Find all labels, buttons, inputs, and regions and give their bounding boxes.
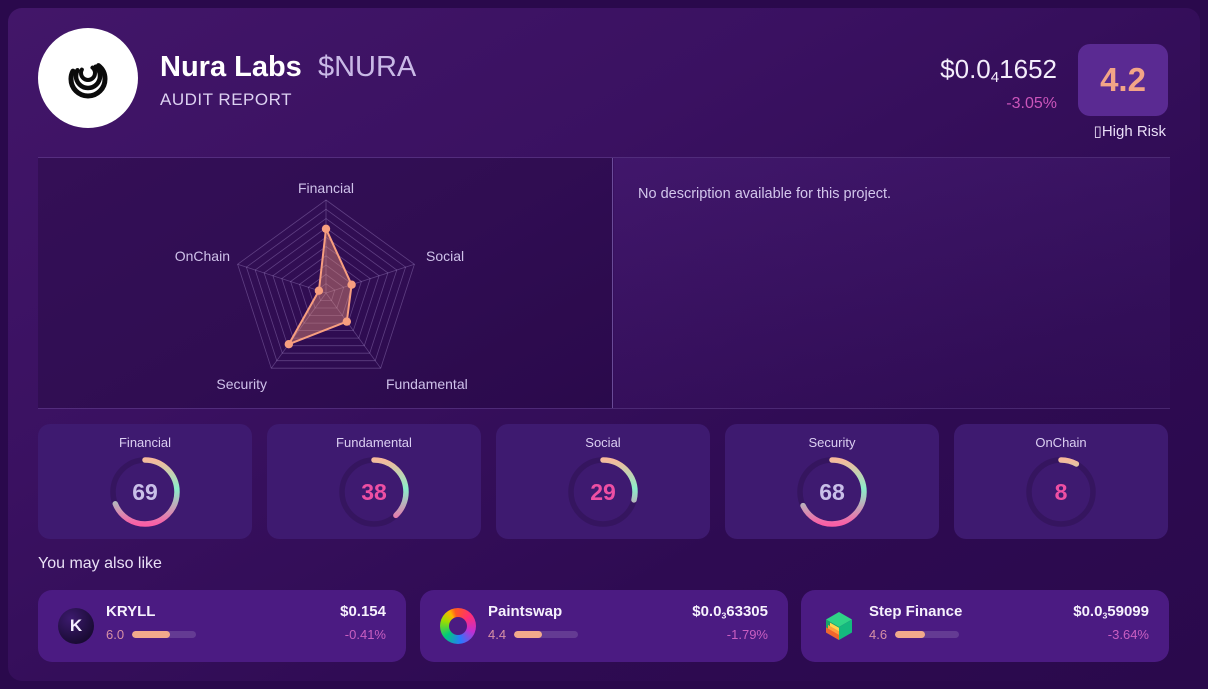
gauge-card-security: Security 68 xyxy=(725,424,939,539)
radar-axis-fundamental: Fundamental xyxy=(386,376,468,392)
price-block: $0.041652 -3.05% xyxy=(940,54,1057,113)
coin-change: -3.64% xyxy=(1107,627,1149,643)
project-logo-icon xyxy=(38,28,138,128)
risk-glyph-icon: ▯ xyxy=(1093,123,1102,140)
coin-rating: 4.6 xyxy=(869,627,962,642)
suggestion-card-paintswap[interactable]: Paintswap 4.4 $0.0363305 -1.79% xyxy=(420,590,788,662)
title-block: Nura Labs $NURA AUDIT REPORT xyxy=(160,50,416,110)
suggestion-card-kryll[interactable]: K KRYLL 6.0 $0.154 -0.41% xyxy=(38,590,406,662)
project-name: Nura Labs xyxy=(160,51,302,83)
report-subtitle: AUDIT REPORT xyxy=(160,90,292,109)
rating-bar xyxy=(514,631,579,638)
description-panel: No description available for this projec… xyxy=(614,158,1170,408)
radar-chart-panel: Financial Social Fundamental Security On… xyxy=(38,158,613,408)
gauge-value: 29 xyxy=(590,478,616,505)
project-ticker-text: $NURA xyxy=(317,51,417,83)
radar-axis-onchain: OnChain xyxy=(175,248,230,264)
coin-price: $0.0363305 xyxy=(692,603,768,621)
gauge-dial: 8 xyxy=(1023,454,1099,530)
gauge-value: 68 xyxy=(819,478,845,505)
coin-name: Step Finance xyxy=(869,603,963,620)
audit-score-badge: 4.2 xyxy=(1078,44,1168,116)
audit-score-value: 4.2 xyxy=(1100,61,1146,98)
radar-axis-security: Security xyxy=(216,376,267,392)
step-finance-logo-icon xyxy=(821,608,857,644)
risk-label-text: High Risk xyxy=(1101,123,1166,140)
gauge-value: 69 xyxy=(132,478,158,505)
gauge-dial: 38 xyxy=(336,454,412,530)
price-change: -3.05% xyxy=(1006,95,1057,113)
coin-rating: 6.0 xyxy=(106,627,197,642)
coin-rating: 4.4 xyxy=(488,627,579,642)
gauge-dial: 69 xyxy=(107,454,183,530)
coin-name: Paintswap xyxy=(488,603,563,620)
gauge-card-financial: Financial 69 xyxy=(38,424,252,539)
description-text: No description available for this projec… xyxy=(638,186,892,202)
paintswap-logo-icon xyxy=(440,608,476,644)
page-title: Nura Labs $NURA xyxy=(160,50,416,84)
gauge-value: 8 xyxy=(1054,478,1068,505)
suggestions-heading: You may also like xyxy=(38,555,162,572)
suggestion-card-step-finance[interactable]: Step Finance 4.6 $0.0359099 -3.64% xyxy=(801,590,1169,662)
coin-price: $0.0359099 xyxy=(1073,603,1149,621)
project-ticker xyxy=(310,51,318,83)
rating-bar xyxy=(895,631,960,638)
gauge-dial: 68 xyxy=(794,454,870,530)
gauge-title: Social xyxy=(585,435,621,450)
gauge-card-onchain: OnChain 8 xyxy=(954,424,1168,539)
coin-change: -1.79% xyxy=(726,627,768,643)
radar-axis-financial: Financial xyxy=(298,180,354,196)
kryll-logo-icon: K xyxy=(58,608,94,644)
coin-name: KRYLL xyxy=(106,603,156,620)
rating-bar xyxy=(132,631,197,638)
gauge-title: Security xyxy=(808,435,856,450)
gauge-title: Fundamental xyxy=(336,435,412,450)
divider-bottom xyxy=(38,408,1170,409)
coin-price: $0.154 xyxy=(340,603,386,620)
coin-change: -0.41% xyxy=(344,627,386,643)
divider-top xyxy=(38,157,1170,158)
radar-axis-social: Social xyxy=(426,248,464,264)
gauge-dial: 29 xyxy=(565,454,641,530)
rating-value: 6.0 xyxy=(106,627,125,642)
gauge-card-social: Social 29 xyxy=(496,424,710,539)
radar-chart: Financial Social Fundamental Security On… xyxy=(175,180,468,392)
audit-report-card: Nura Labs $NURA AUDIT REPORT $0.041652 -… xyxy=(8,8,1200,681)
rating-value: 4.6 xyxy=(869,627,888,642)
risk-label: ▯High Risk xyxy=(1094,122,1166,140)
token-price: $0.041652 xyxy=(940,54,1057,87)
rating-value: 4.4 xyxy=(488,627,507,642)
gauge-title: Financial xyxy=(118,435,172,450)
gauge-card-fundamental: Fundamental 38 xyxy=(267,424,481,539)
gauge-value: 38 xyxy=(361,478,387,505)
gauge-title: OnChain xyxy=(1035,435,1087,450)
